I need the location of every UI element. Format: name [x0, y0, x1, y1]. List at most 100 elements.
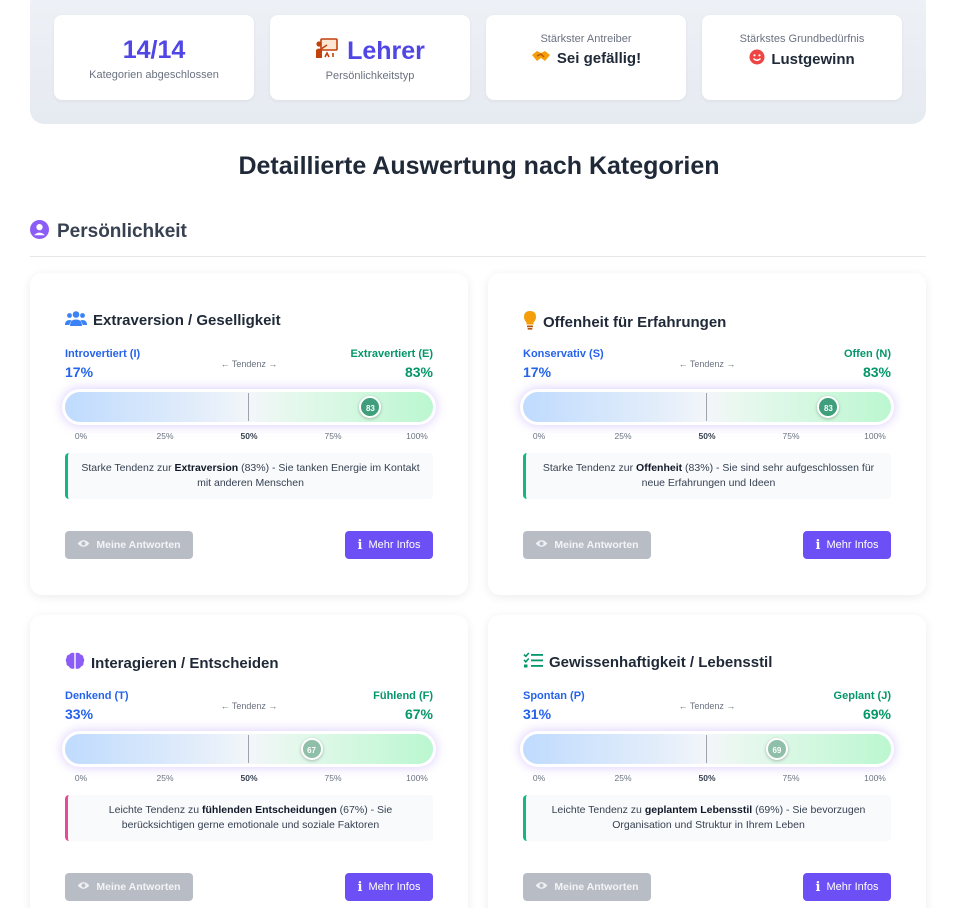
card-title: Offenheit für Erfahrungen: [543, 313, 727, 331]
card-title: Interagieren / Entscheiden: [91, 654, 279, 672]
scale-tick-label: 100%: [864, 773, 886, 783]
scale-center-line: [706, 735, 707, 763]
left-pole-label: Konservativ (S): [523, 348, 604, 360]
stat-need-value: Lustgewinn: [771, 50, 855, 68]
stat-need: Stärkstes Grundbedürfnis Lustgewinn: [702, 15, 902, 100]
my-answers-button[interactable]: Meine Antworten: [65, 873, 193, 901]
section-title: Detaillierte Auswertung nach Kategorien: [238, 152, 720, 180]
right-pole-percent: 69%: [862, 706, 891, 722]
more-info-button[interactable]: i Mehr Infos: [803, 873, 891, 901]
eye-icon: [535, 539, 548, 551]
dimension-card: Gewissenhaftigkeit / Lebensstil Spontan …: [488, 615, 926, 908]
my-answers-button[interactable]: Meine Antworten: [523, 873, 651, 901]
stat-type: Lehrer Persönlichkeitstyp: [270, 15, 470, 100]
description-text-end: (83%) - Sie tanken Energie im Kontakt mi…: [197, 462, 420, 489]
right-pole-label: Offen (N): [843, 348, 891, 360]
scale-tick-label: 25%: [156, 773, 174, 783]
tendency-scale: 83: [523, 392, 891, 422]
left-pole-label: Denkend (T): [65, 690, 129, 702]
dimension-card: Offenheit für Erfahrungen Konservativ (S…: [488, 273, 926, 595]
more-info-button[interactable]: i Mehr Infos: [345, 531, 433, 559]
tendency-description: Starke Tendenz zur Offenheit (83%) - Sie…: [523, 453, 891, 499]
more-info-label: Mehr Infos: [368, 539, 421, 551]
eye-icon: [77, 881, 90, 893]
info-icon: i: [357, 537, 363, 553]
my-answers-label: Meine Antworten: [554, 881, 639, 893]
stat-type-value: Lehrer: [347, 36, 425, 65]
category-heading: Persönlichkeit: [30, 220, 187, 244]
tendency-marker: 83: [359, 396, 382, 418]
tendency-label: ← Tendenz →: [220, 701, 278, 711]
dimension-card: Extraversion / Geselligkeit Introvertier…: [30, 273, 468, 595]
more-info-label: Mehr Infos: [826, 539, 879, 551]
scale-tick-label: 75%: [324, 431, 342, 441]
description-highlight: fühlenden Entscheidungen: [202, 804, 337, 816]
more-info-button[interactable]: i Mehr Infos: [803, 531, 891, 559]
scale-tick-label: 25%: [614, 773, 632, 783]
dimension-card: Interagieren / Entscheiden Denkend (T) F…: [30, 615, 468, 908]
description-text-start: Leichte Tendenz zu: [108, 804, 202, 816]
stat-categories-label: Kategorien abgeschlossen: [89, 69, 219, 81]
scale-tick-label: 25%: [614, 431, 632, 441]
left-pole-percent: 17%: [523, 364, 552, 380]
stat-need-row: Lustgewinn: [702, 49, 902, 69]
my-answers-label: Meine Antworten: [554, 539, 639, 551]
info-icon: i: [815, 537, 821, 553]
stat-driver-value: Sei gefällig!: [556, 49, 642, 67]
tendency-scale: 69: [523, 734, 891, 764]
info-icon: i: [815, 879, 821, 895]
more-info-label: Mehr Infos: [826, 881, 879, 893]
scale-tick-label: 100%: [406, 431, 428, 441]
scale-tick-label: 25%: [156, 431, 174, 441]
tendency-label: ← Tendenz →: [678, 701, 736, 711]
tendency-description: Leichte Tendenz zu geplantem Lebensstil …: [523, 795, 891, 841]
scale-tick-label: 0%: [74, 431, 88, 441]
users-icon: [65, 310, 87, 330]
scale-ticks: 0% 25% 50% 75% 100%: [523, 773, 891, 785]
scale-ticks: 0% 25% 50% 75% 100%: [523, 431, 891, 443]
tendency-label: ← Tendenz →: [220, 359, 278, 369]
card-title-row: Gewissenhaftigkeit / Lebensstil: [523, 652, 772, 672]
description-highlight: Offenheit: [636, 462, 683, 474]
scale-tick-label: 0%: [74, 773, 88, 783]
right-pole-label: Extravertiert (E): [350, 348, 433, 360]
right-pole-label: Fühlend (F): [373, 690, 433, 702]
description-text-start: Starke Tendenz zur: [81, 462, 175, 474]
stat-type-label: Persönlichkeitstyp: [325, 70, 415, 82]
left-pole-percent: 17%: [65, 364, 94, 380]
checklist-icon: [523, 652, 543, 672]
my-answers-button[interactable]: Meine Antworten: [523, 531, 651, 559]
scale-tick-label: 50%: [240, 431, 258, 441]
right-pole-label: Geplant (J): [833, 690, 891, 702]
card-title-row: Extraversion / Geselligkeit: [65, 310, 281, 330]
eye-icon: [535, 881, 548, 893]
tendency-scale: 67: [65, 734, 433, 764]
card-title: Gewissenhaftigkeit / Lebensstil: [549, 653, 773, 671]
eye-icon: [77, 539, 90, 551]
smiley-icon: [749, 49, 765, 69]
scale-tick-label: 75%: [782, 431, 800, 441]
scale-center-line: [248, 393, 249, 421]
my-answers-label: Meine Antworten: [96, 539, 181, 551]
tendency-label: ← Tendenz →: [678, 359, 736, 369]
scale-tick-label: 50%: [698, 773, 716, 783]
tendency-scale: 83: [65, 392, 433, 422]
tendency-marker: 69: [765, 738, 788, 760]
tendency-marker: 67: [300, 738, 323, 760]
tendency-description: Starke Tendenz zur Extraversion (83%) - …: [65, 453, 433, 499]
my-answers-label: Meine Antworten: [96, 881, 181, 893]
category-title: Persönlichkeit: [57, 221, 187, 242]
my-answers-button[interactable]: Meine Antworten: [65, 531, 193, 559]
card-title-row: Offenheit für Erfahrungen: [523, 310, 726, 334]
left-pole-percent: 33%: [65, 706, 94, 722]
scale-tick-label: 100%: [406, 773, 428, 783]
left-pole-label: Introvertiert (I): [65, 348, 141, 360]
card-title: Extraversion / Geselligkeit: [93, 311, 281, 329]
scale-tick-label: 50%: [698, 431, 716, 441]
scale-tick-label: 0%: [532, 773, 546, 783]
scale-tick-label: 75%: [324, 773, 342, 783]
left-pole-percent: 31%: [523, 706, 552, 722]
scale-tick-label: 50%: [240, 773, 258, 783]
description-text-start: Leichte Tendenz zu: [551, 804, 645, 816]
more-info-button[interactable]: i Mehr Infos: [345, 873, 433, 901]
